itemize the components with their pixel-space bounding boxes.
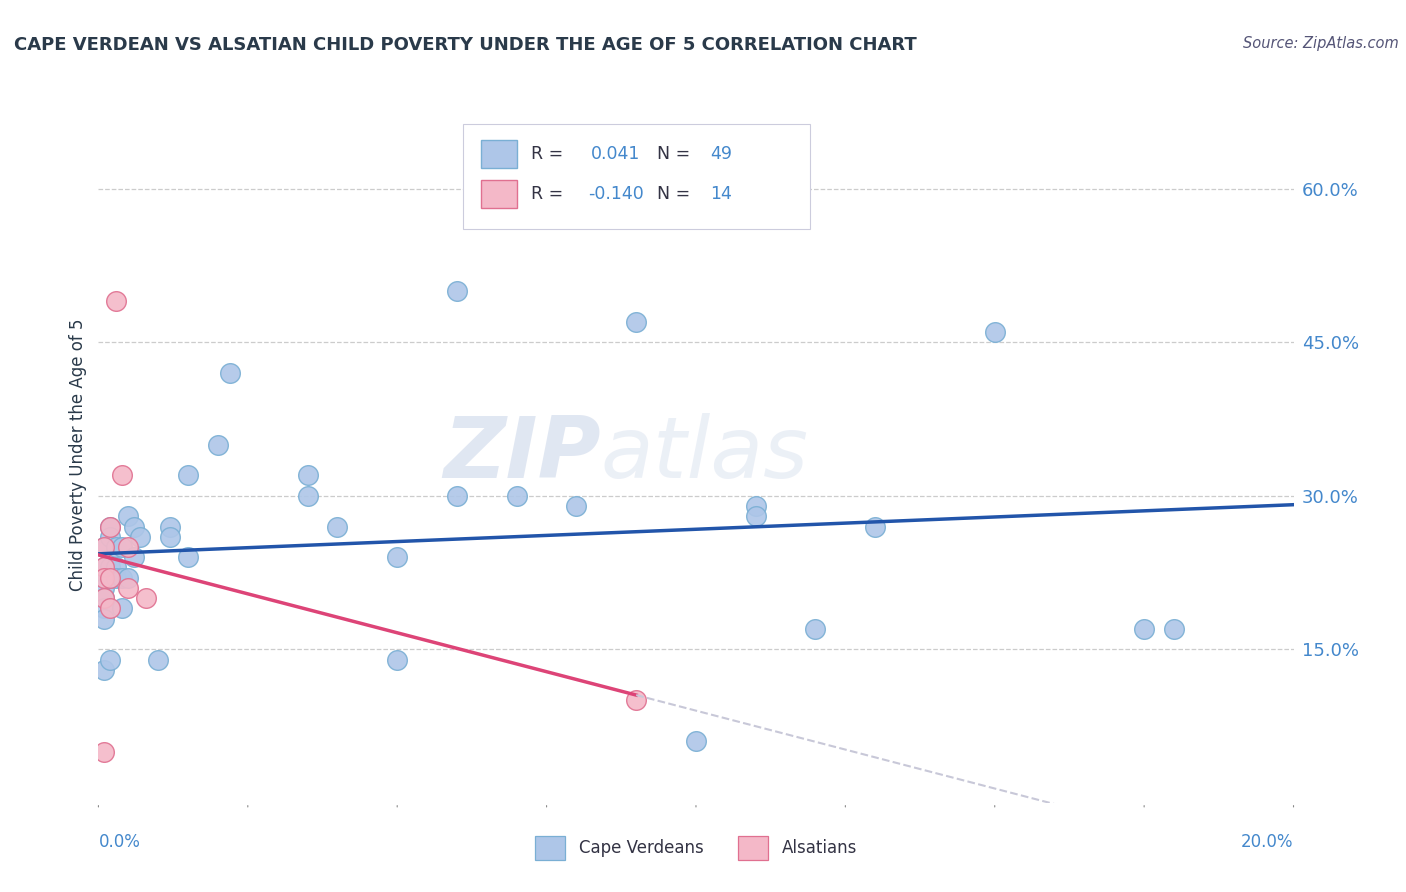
Point [326,519,349,533]
Point [93,663,115,677]
Point [98,601,122,615]
Point [93,612,115,626]
Point [105,540,128,554]
Y-axis label: Child Poverty Under the Age of 5: Child Poverty Under the Age of 5 [69,318,87,591]
Text: 20.0%: 20.0% [1241,833,1294,851]
Point [98,571,122,585]
Point [98,519,122,533]
Point [506,489,529,503]
Point [105,294,128,309]
Point [177,468,200,483]
FancyBboxPatch shape [534,836,565,860]
Point [111,540,134,554]
Point [297,468,319,483]
Point [93,560,115,574]
Text: 14: 14 [710,185,733,203]
Point [984,325,1007,339]
FancyBboxPatch shape [463,124,810,229]
Point [446,284,468,298]
Point [565,499,588,513]
FancyBboxPatch shape [481,180,517,208]
Point [93,571,115,585]
Point [148,652,170,666]
Text: CAPE VERDEAN VS ALSATIAN CHILD POVERTY UNDER THE AGE OF 5 CORRELATION CHART: CAPE VERDEAN VS ALSATIAN CHILD POVERTY U… [14,36,917,54]
Point [111,571,134,585]
Point [117,571,139,585]
Point [177,550,200,565]
Text: 0.041: 0.041 [591,145,640,163]
Point [385,550,409,565]
Point [1163,622,1185,636]
Point [685,734,707,748]
Point [626,315,648,329]
Point [745,509,768,524]
Point [865,519,887,533]
Point [93,581,115,595]
Point [124,519,146,533]
Point [626,693,648,707]
Text: 0.0%: 0.0% [98,833,141,851]
FancyBboxPatch shape [738,836,768,860]
Point [117,540,139,554]
Text: N =: N = [657,185,696,203]
Text: atlas: atlas [600,413,808,497]
Text: N =: N = [657,145,696,163]
Point [129,530,152,544]
Point [93,591,115,606]
Point [98,571,122,585]
Point [93,540,115,554]
Point [207,438,229,452]
Point [98,560,122,574]
Point [98,530,122,544]
Point [105,571,128,585]
Point [297,489,319,503]
Point [745,499,768,513]
Text: Alsatians: Alsatians [782,839,858,857]
Point [219,366,242,380]
Point [117,509,139,524]
Point [93,745,115,759]
Text: -0.140: -0.140 [589,185,644,203]
Point [117,581,139,595]
Text: Source: ZipAtlas.com: Source: ZipAtlas.com [1243,36,1399,51]
Point [135,591,157,606]
Point [124,550,146,565]
Text: R =: R = [531,145,569,163]
Text: R =: R = [531,185,569,203]
Point [385,652,409,666]
FancyBboxPatch shape [481,140,517,169]
Point [93,560,115,574]
Point [159,519,181,533]
Point [93,571,115,585]
Text: 49: 49 [710,145,733,163]
Point [93,540,115,554]
Point [1133,622,1156,636]
Point [111,601,134,615]
Point [804,622,827,636]
Point [111,468,134,483]
Point [93,601,115,615]
Point [98,652,122,666]
Text: ZIP: ZIP [443,413,600,497]
Point [446,489,468,503]
Point [105,560,128,574]
Text: Cape Verdeans: Cape Verdeans [579,839,703,857]
Point [93,591,115,606]
Point [98,519,122,533]
Point [159,530,181,544]
